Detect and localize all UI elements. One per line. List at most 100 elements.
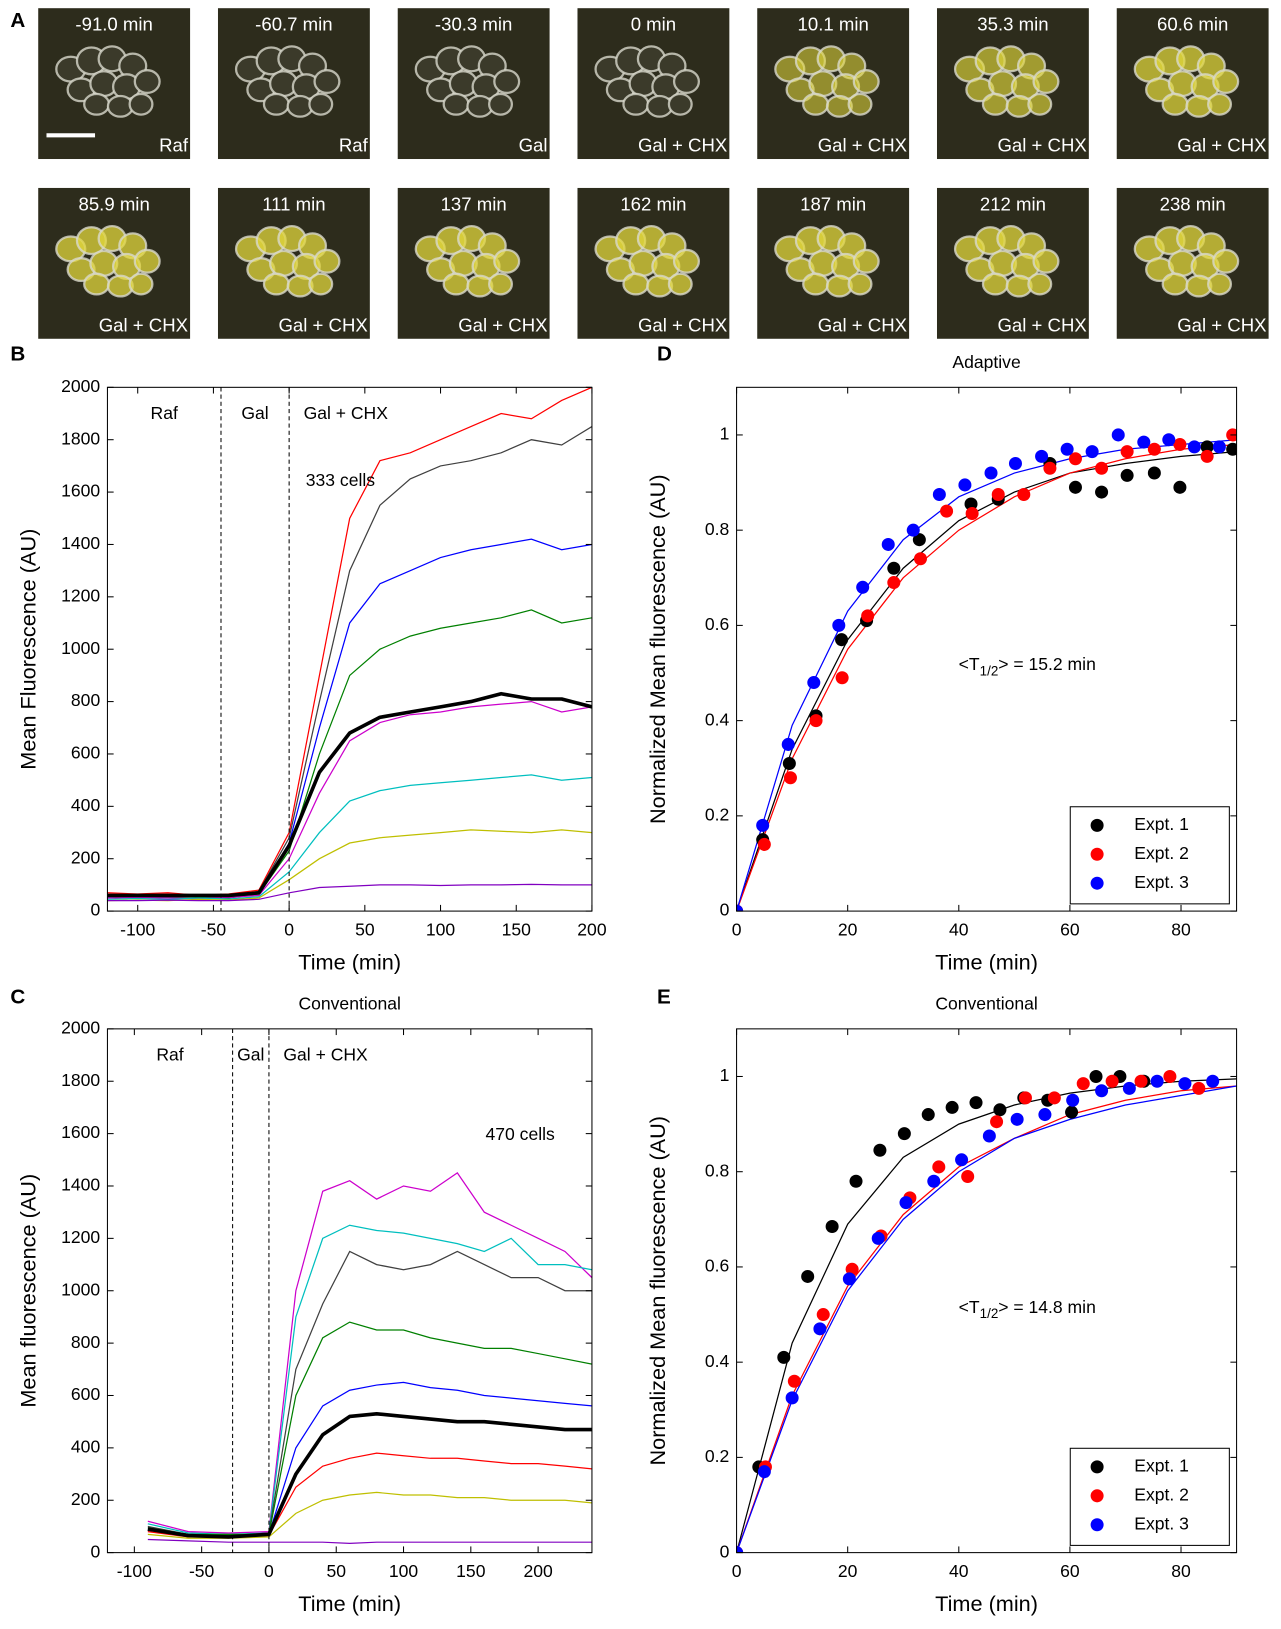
data-point bbox=[1068, 452, 1082, 466]
data-point bbox=[945, 1100, 959, 1114]
y-tick-label: 0 bbox=[90, 1541, 100, 1561]
phase-label: Gal bbox=[237, 1044, 264, 1064]
data-point bbox=[756, 818, 770, 832]
cell-trace bbox=[107, 883, 592, 902]
frame-condition: Gal + CHX bbox=[818, 135, 907, 156]
cell bbox=[313, 248, 341, 274]
frame-condition: Gal + CHX bbox=[278, 314, 367, 335]
frame-condition: Gal + CHX bbox=[99, 314, 188, 335]
cell-count: 470 cells bbox=[486, 1124, 555, 1144]
frame-time: 238 min bbox=[1160, 193, 1226, 214]
annotation-subscript: 1/2 bbox=[980, 663, 999, 678]
panel-letter: B bbox=[10, 343, 25, 366]
frame-condition: Gal + CHX bbox=[638, 135, 727, 156]
data-point bbox=[1105, 1074, 1119, 1088]
data-point bbox=[913, 552, 927, 566]
y-tick-label: 0.4 bbox=[705, 709, 730, 729]
frame-time: 60.6 min bbox=[1157, 14, 1228, 35]
data-point bbox=[1068, 480, 1082, 494]
frame-time: -60.7 min bbox=[255, 14, 332, 35]
data-point bbox=[1017, 487, 1031, 501]
y-tick-label: 1600 bbox=[61, 1122, 100, 1142]
data-point bbox=[1008, 457, 1022, 471]
micrograph: 111 min Gal + CHX bbox=[217, 187, 370, 339]
axes-frame bbox=[736, 386, 1238, 912]
cell bbox=[667, 92, 693, 116]
panel-letter: D bbox=[657, 343, 672, 366]
data-point bbox=[783, 771, 797, 785]
cell bbox=[672, 248, 701, 274]
cell bbox=[1207, 272, 1233, 296]
cell-trace bbox=[147, 1452, 592, 1538]
data-point bbox=[899, 1196, 913, 1210]
data-point bbox=[1111, 428, 1125, 442]
data-point bbox=[757, 1465, 771, 1479]
data-point bbox=[1076, 1077, 1090, 1091]
cell-trace bbox=[147, 1321, 592, 1535]
y-tick-label: 1200 bbox=[61, 1227, 100, 1247]
phase-label: Gal + CHX bbox=[283, 1044, 368, 1064]
data-point bbox=[927, 1174, 941, 1188]
data-point bbox=[1200, 440, 1214, 454]
data-point bbox=[873, 1143, 887, 1157]
annotation-text: > = 14.8 min bbox=[998, 1296, 1096, 1316]
legend-label: Expt. 2 bbox=[1134, 1484, 1189, 1504]
micrograph: 35.3 min Gal + CHX bbox=[936, 8, 1089, 160]
data-point bbox=[835, 633, 849, 647]
data-point bbox=[1173, 480, 1187, 494]
y-tick-label: 0 bbox=[90, 900, 100, 920]
data-point bbox=[757, 837, 771, 851]
data-point bbox=[807, 676, 821, 690]
cell bbox=[83, 272, 111, 296]
frame-time: 187 min bbox=[800, 193, 866, 214]
annotation-subscript: 1/2 bbox=[980, 1306, 999, 1321]
panel-letter: A bbox=[10, 9, 25, 32]
data-point bbox=[961, 1169, 975, 1183]
legend-marker bbox=[1090, 1460, 1104, 1474]
data-point bbox=[887, 561, 901, 575]
plot-area bbox=[736, 428, 1237, 912]
cell bbox=[128, 92, 154, 116]
x-tick-label: 150 bbox=[456, 1561, 486, 1581]
x-tick-label: 80 bbox=[1171, 919, 1191, 939]
micrograph: 85.9 min Gal + CHX bbox=[38, 187, 191, 339]
fit-curve bbox=[736, 450, 1237, 912]
data-point bbox=[932, 487, 946, 501]
data-point bbox=[785, 1391, 799, 1405]
cell bbox=[493, 69, 521, 95]
data-point bbox=[832, 618, 846, 632]
plot-area bbox=[147, 1172, 592, 1545]
cell bbox=[1161, 272, 1189, 296]
x-axis-label: Time (min) bbox=[935, 950, 1038, 975]
frame-time: 35.3 min bbox=[977, 14, 1048, 35]
data-point bbox=[887, 576, 901, 590]
data-point bbox=[1047, 1091, 1061, 1105]
data-point bbox=[1043, 461, 1057, 475]
cell bbox=[262, 272, 290, 296]
cell bbox=[981, 92, 1009, 116]
data-point bbox=[990, 1115, 1004, 1129]
legend-marker bbox=[1090, 847, 1104, 861]
cell bbox=[667, 272, 693, 296]
y-tick-label: 600 bbox=[71, 1384, 101, 1404]
legend-marker bbox=[1090, 876, 1104, 890]
y-axis-label: Normalized Mean fluorescence (AU) bbox=[645, 474, 670, 824]
y-tick-label: 1000 bbox=[61, 638, 100, 658]
x-tick-label: 60 bbox=[1060, 1561, 1080, 1581]
data-point bbox=[912, 533, 926, 547]
phase-label: Raf bbox=[151, 403, 178, 423]
panel-letter: E bbox=[657, 985, 671, 1008]
x-tick-label: -50 bbox=[189, 1561, 215, 1581]
cell bbox=[1032, 248, 1060, 274]
data-point bbox=[991, 487, 1005, 501]
micrograph: 212 min Gal + CHX bbox=[936, 187, 1089, 339]
y-tick-label: 1800 bbox=[61, 428, 100, 448]
cell bbox=[981, 272, 1009, 296]
axes-frame bbox=[106, 1028, 593, 1554]
data-point bbox=[955, 1153, 969, 1167]
data-point bbox=[1010, 1112, 1024, 1126]
y-tick-label: 1400 bbox=[61, 533, 100, 553]
frame-condition: Gal + CHX bbox=[458, 314, 547, 335]
legend-label: Expt. 3 bbox=[1134, 872, 1189, 892]
chart: Time (min) Mean Fluorescence (AU) -100 -50 0… bbox=[16, 376, 607, 975]
